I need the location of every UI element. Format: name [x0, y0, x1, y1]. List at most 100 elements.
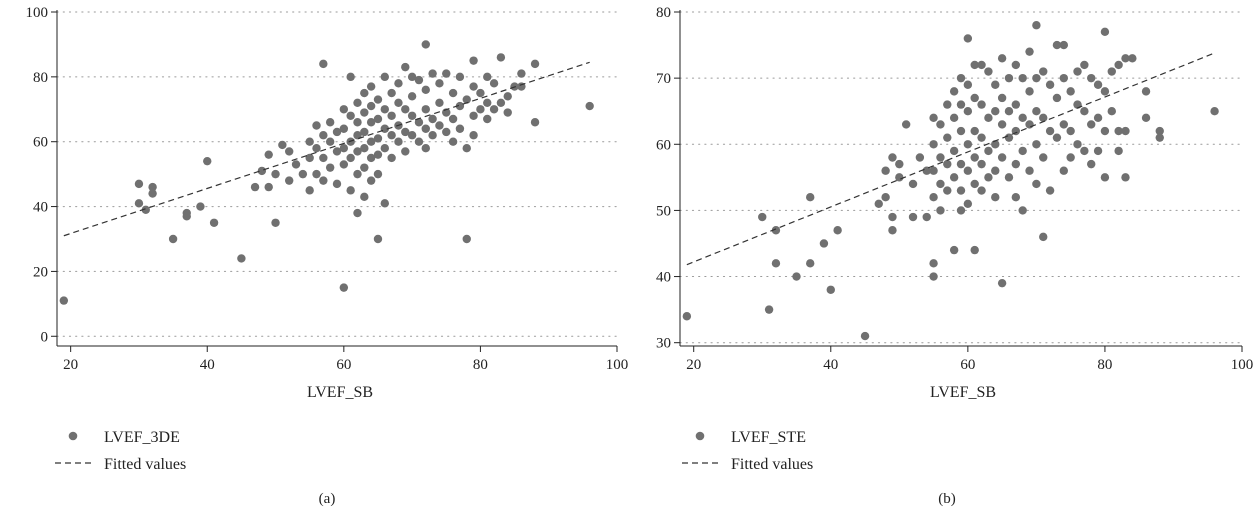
chart-b-scatter-point [956, 100, 966, 109]
chart-a-scatter-point [312, 121, 321, 130]
chart-a-scatter-point [346, 186, 355, 195]
chart-b-scatter-point [997, 120, 1007, 129]
chart-a-scatter-point [489, 105, 499, 114]
chart-a-scatter-point [284, 147, 294, 156]
chart-b-scatter-point [1018, 113, 1027, 123]
chart-b-scatter-point [758, 212, 767, 222]
chart-b-scatter-point [881, 192, 890, 202]
chart-a-x-tick-label: 60 [336, 357, 351, 373]
chart-a-scatter-point [366, 82, 376, 91]
chart-b-scatter-point [943, 133, 952, 142]
chart-b-scatter-point [949, 245, 959, 255]
chart-b-scatter-point [943, 159, 952, 169]
chart-a-scatter-point [332, 179, 342, 189]
chart-a-x-tick-label: 100 [606, 357, 629, 373]
chart-a-scatter-point [373, 169, 383, 179]
chart-a-scatter-point [462, 234, 471, 244]
chart-a-scatter-point [387, 88, 396, 98]
chart-b-scatter-point [771, 226, 781, 235]
chart-b-scatter-point [970, 60, 979, 70]
chart-a-scatter-point [442, 127, 451, 137]
chart-b-scatter-point [1066, 87, 1075, 96]
chart-a-scatter-point [305, 153, 314, 163]
chart-b-scatter-point [881, 166, 890, 175]
chart-b-scatter-point [1059, 73, 1069, 83]
chart-a-scatter-point [353, 208, 362, 218]
chart-a-scatter-point [496, 53, 506, 62]
chart-a-scatter-point [319, 131, 328, 140]
chart-a-scatter-point [435, 98, 444, 107]
chart-b-scatter-point [1080, 146, 1089, 156]
chart-a-scatter-point [353, 147, 362, 156]
chart-a-scatter-point [414, 118, 424, 127]
chart-a-y-tick-label: 60 [33, 135, 48, 151]
chart-a-scatter-point [387, 131, 396, 140]
chart-b-scatter-point [1032, 140, 1041, 149]
chart-a-scatter-point [448, 88, 458, 98]
chart-b-points [682, 21, 1219, 341]
chart-b-scatter-point [991, 192, 1000, 202]
chart-a-scatter-point [319, 153, 328, 163]
chart-b-scatter-point [908, 179, 918, 189]
chart-b-scatter-point [984, 146, 993, 156]
chart-b-scatter-point [1032, 73, 1041, 83]
chart-b-scatter-point [1066, 126, 1075, 136]
chart-b-y-tick-label: 40 [656, 270, 671, 286]
chart-a-scatter-point [407, 92, 417, 101]
chart-a-scatter-point [366, 153, 376, 163]
chart-a-scatter-point [325, 163, 335, 172]
chart-a-scatter-point [503, 108, 512, 117]
chart-a-scatter-point [346, 72, 355, 82]
chart-a-scatter-point [428, 69, 437, 78]
chart-b-scatter-point [1087, 159, 1096, 169]
chart-a-scatter-point [421, 124, 430, 133]
chart-b-x-tick-label: 40 [823, 357, 838, 373]
chart-a-scatter-point [291, 160, 301, 169]
chart-a-scatter-point [435, 121, 444, 130]
chart-a-points [59, 40, 594, 305]
chart-b-scatter-point [929, 166, 938, 175]
chart-b-scatter-point [991, 107, 1000, 116]
chart-b-scatter-point [860, 331, 870, 341]
chart-a-scatter-point [325, 118, 335, 127]
chart-b-scatter-point [1032, 21, 1041, 30]
chart-b-fit [686, 52, 1215, 266]
chart-a-y-tick-label: 100 [26, 5, 49, 21]
chart-b-scatter-point [764, 305, 774, 314]
chart-b-scatter-point [977, 133, 986, 142]
chart-a-scatter-point [278, 140, 287, 150]
chart-b-scatter-point [970, 179, 979, 189]
chart-a-scatter-point [483, 98, 492, 107]
chart-b-scatter-point [970, 126, 979, 136]
chart-b-scatter-point [1039, 113, 1048, 123]
chart-a-scatter-point [264, 150, 273, 159]
chart-b-scatter-point [1045, 186, 1055, 195]
chart-b-scatter-point [984, 67, 993, 76]
chart-b-scatter-point [1100, 27, 1110, 37]
chart-b-scatter-point [1025, 166, 1034, 175]
chart-b-scatter-point [1004, 173, 1014, 182]
chart-b-scatter-point [1045, 126, 1055, 136]
chart-a-scatter-point [366, 137, 376, 146]
chart-b-scatter-point [977, 159, 986, 169]
chart-a-scatter-point [421, 105, 430, 114]
chart-a-scatter-point [428, 131, 437, 140]
chart-a-scatter-point [250, 182, 260, 192]
chart-b-scatter-point [936, 179, 945, 189]
chart-b-y-tick-label: 80 [656, 5, 671, 21]
chart-a-scatter-point [394, 98, 403, 107]
chart-a-scatter-point [455, 101, 465, 111]
chart-a-grid [56, 11, 618, 337]
chart-b-scatter-point [1011, 100, 1021, 109]
chart-b-scatter-point [1039, 232, 1048, 242]
chart-b-scatter-point [1018, 73, 1027, 83]
chart-b-scatter-point [1004, 73, 1014, 83]
chart-a-scatter-point [134, 179, 144, 189]
chart-b-scatter-point [888, 153, 897, 162]
chart-b-scatter-point [806, 192, 815, 202]
chart-b-scatter-point [1210, 107, 1219, 116]
chart-a-scatter-point [428, 114, 437, 124]
chart-a-scatter-point [401, 127, 410, 137]
chart-b-scatter-point [1141, 87, 1151, 96]
chart-b-legend-marker-points [695, 431, 705, 441]
